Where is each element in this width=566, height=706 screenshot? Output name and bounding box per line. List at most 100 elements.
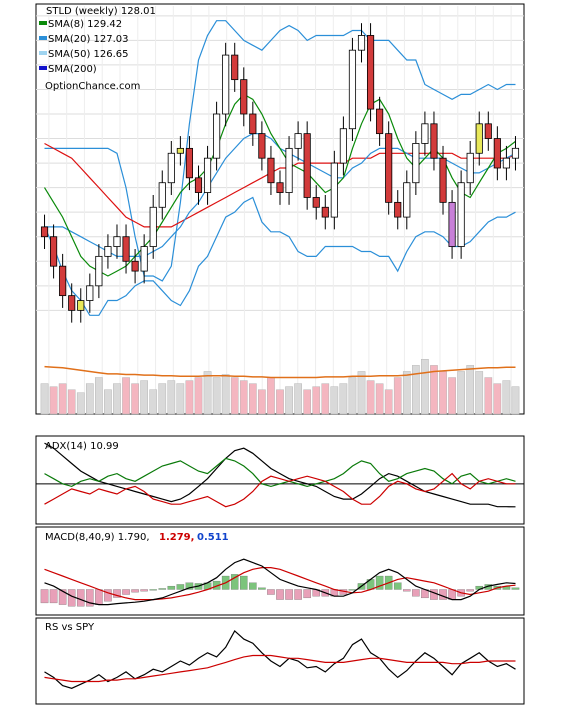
candle-body <box>484 123 492 139</box>
candle-body <box>330 162 338 218</box>
rs-series <box>44 629 516 689</box>
candle-body <box>376 108 384 135</box>
candle-body <box>475 123 483 154</box>
macd-histogram-bar <box>131 589 139 593</box>
candle-body <box>457 182 465 247</box>
volume-bar <box>393 377 402 415</box>
macd-histogram-bar <box>240 575 248 590</box>
volume-bar <box>203 371 212 415</box>
volume-bar <box>448 377 456 415</box>
candle-body <box>231 54 239 81</box>
watermark: OptionChance.com <box>45 81 140 92</box>
volume-bar <box>493 383 502 415</box>
candle-body <box>285 147 293 193</box>
volume-bar <box>194 377 203 415</box>
macd-histogram-bar <box>158 588 167 590</box>
candle-body <box>511 147 520 159</box>
candle-body <box>502 157 510 169</box>
plus-di-line <box>44 457 516 488</box>
volume-bar <box>76 392 85 415</box>
legend-swatch-sma50 <box>39 51 47 55</box>
macd-histogram-bar <box>176 584 185 590</box>
macd-histogram-bar <box>76 589 85 607</box>
candle-body <box>203 157 212 193</box>
candle-body <box>95 255 103 287</box>
volume-bar <box>457 371 465 415</box>
legend-sma20: SMA(20) 127.03 <box>48 34 129 45</box>
candle-body <box>339 128 347 164</box>
volume-bar <box>430 365 438 415</box>
volume-bar <box>330 386 339 415</box>
macd-histogram-bar <box>285 589 293 600</box>
candle-body <box>466 152 474 184</box>
macd-histogram-bar <box>412 589 420 597</box>
macd-histogram-bar <box>113 589 121 598</box>
volume-bar <box>402 371 411 415</box>
macd-histogram-bar <box>122 589 130 595</box>
candle-body <box>312 197 320 208</box>
legend-sma8: SMA(8) 129.42 <box>48 19 122 30</box>
volume-bar <box>239 380 248 415</box>
candle-body <box>77 300 85 311</box>
candle-body <box>113 236 121 247</box>
volume-bar <box>95 377 103 415</box>
volume-bar <box>113 383 121 415</box>
volume-bar <box>511 386 520 415</box>
volume-bar <box>375 383 384 415</box>
candle-body <box>348 49 357 130</box>
legend-sma50: SMA(50) 126.65 <box>48 49 129 60</box>
candle-body <box>213 113 221 159</box>
adx-series <box>36 442 524 508</box>
volume-average-line <box>44 365 516 379</box>
macd-histogram-bar <box>403 589 411 592</box>
macd-histogram-bar <box>430 589 438 600</box>
rs-panel-frame <box>35 617 525 705</box>
candle-body <box>122 236 130 262</box>
volume-bar <box>185 380 194 415</box>
candle-body <box>140 246 148 272</box>
legend-swatch-sma20 <box>39 36 47 40</box>
macd-signal-label: 1.279, <box>159 532 194 543</box>
candle-body <box>394 201 402 218</box>
volume-bar <box>357 371 366 415</box>
volume-bar <box>303 389 311 415</box>
candle-body <box>403 182 411 218</box>
volume-bar <box>149 389 158 415</box>
candle-body <box>185 147 194 179</box>
macd-histogram-bar <box>249 582 257 590</box>
rs-title: RS vs SPY <box>45 622 95 633</box>
macd-histogram-bar <box>276 589 284 600</box>
rs-line <box>44 629 516 689</box>
rs-average-line <box>44 654 516 683</box>
volume-bar <box>258 389 266 415</box>
volume-bar <box>484 377 493 415</box>
candle-body <box>158 182 166 208</box>
volume-bars <box>40 359 520 415</box>
candle-body <box>194 177 203 193</box>
volume-bar <box>267 377 275 415</box>
macd-histogram-bar <box>86 589 94 607</box>
volume-bar <box>85 383 94 415</box>
legend-swatch-sma8 <box>39 21 47 25</box>
candle-body <box>50 236 58 267</box>
macd-histogram-bar <box>40 589 49 604</box>
volume-bar <box>339 383 348 415</box>
candle-body <box>240 79 248 115</box>
macd-series <box>40 558 520 607</box>
macd-histogram-bar <box>258 587 266 590</box>
volume-bar <box>140 380 148 415</box>
adx-panel-frame <box>35 435 525 525</box>
volume-bar <box>384 389 393 415</box>
volume-bar <box>466 365 475 415</box>
volume-bar <box>230 377 239 415</box>
price-chart-title: STLD (weekly) 128.01 <box>46 6 156 17</box>
adx-title: ADX(14) 10.99 <box>45 441 119 452</box>
legend-sma200: SMA(200) <box>48 64 97 75</box>
volume-bar <box>167 380 176 415</box>
macd-histogram-bar <box>49 589 58 604</box>
volume-bar <box>285 386 293 415</box>
macd-histogram-bar <box>104 589 112 602</box>
volume-bar <box>294 383 302 415</box>
candle-body <box>357 35 366 51</box>
